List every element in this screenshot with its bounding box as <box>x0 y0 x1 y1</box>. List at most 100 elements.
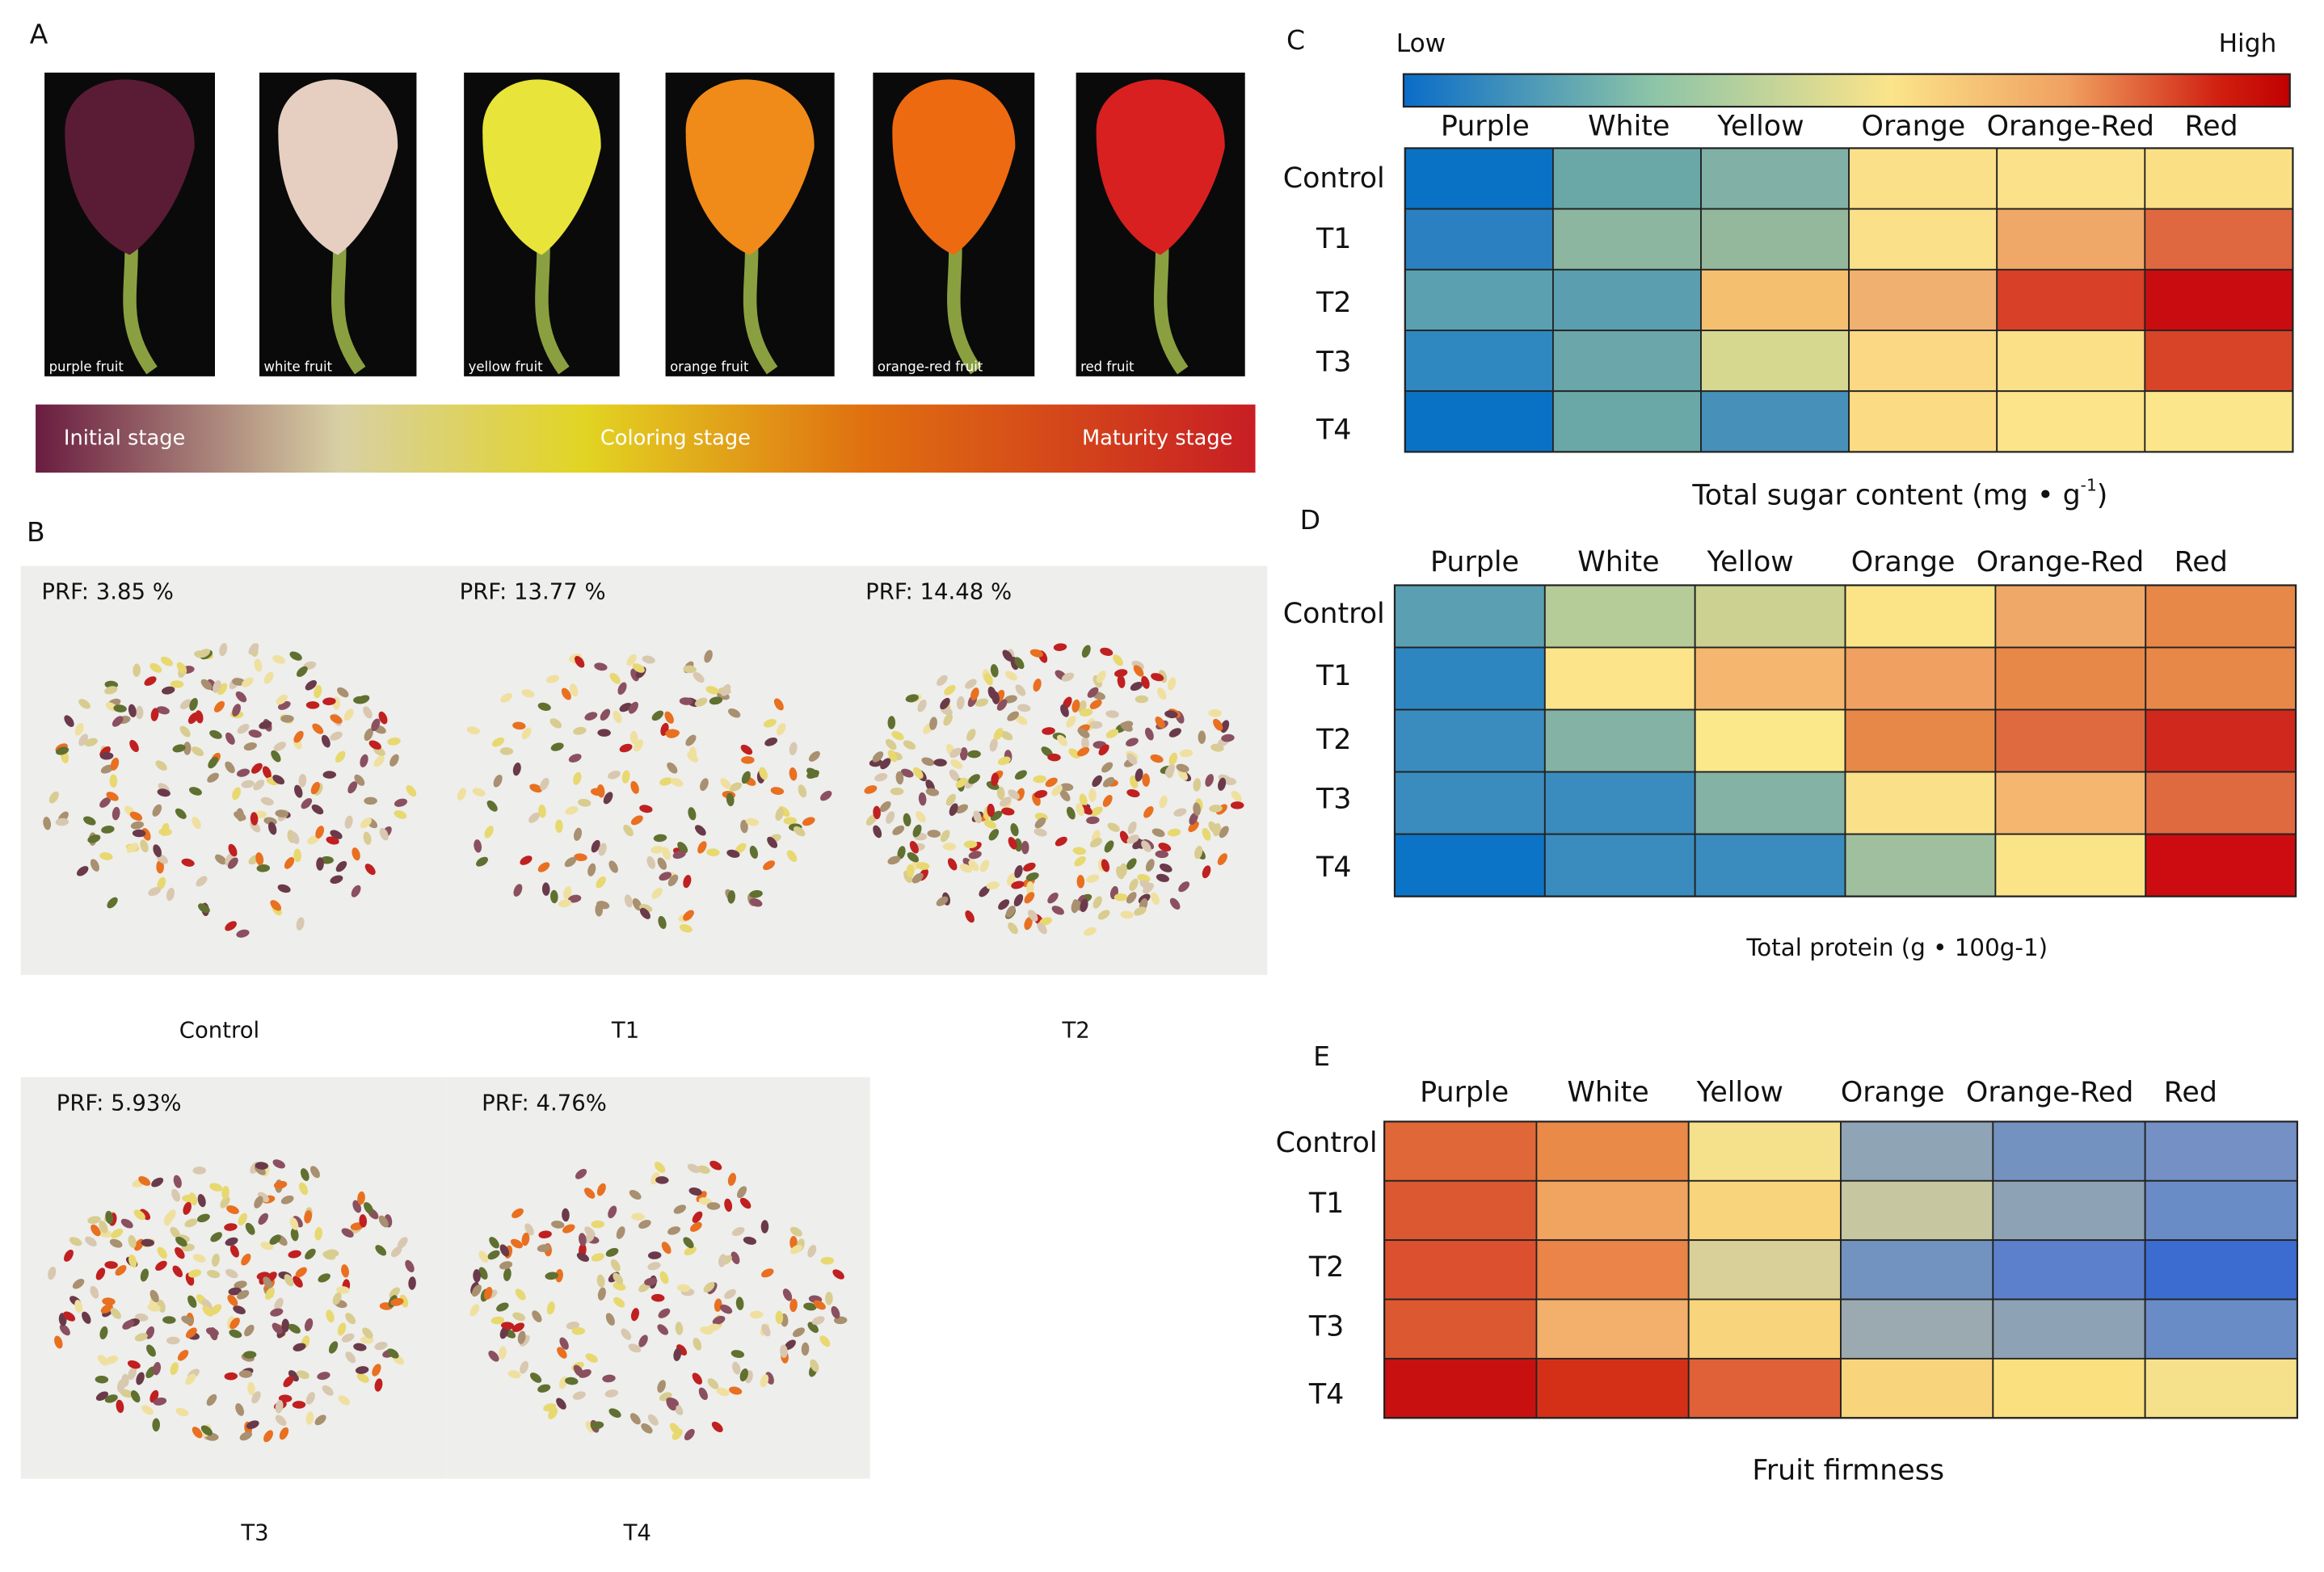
pepper <box>907 851 920 863</box>
pepper <box>741 756 755 764</box>
pepper <box>386 1348 399 1359</box>
heatmap-cell <box>1848 390 1998 453</box>
pepper <box>172 1265 183 1278</box>
pepper <box>225 921 237 931</box>
pepper <box>887 716 896 729</box>
pepper <box>697 1165 710 1174</box>
pepper <box>990 664 999 678</box>
pepper <box>374 1378 383 1392</box>
pepper <box>729 782 743 792</box>
caption: Total sugar content (mg • g-1) <box>1691 475 2107 511</box>
pepper <box>250 812 259 826</box>
pepper <box>811 1316 825 1326</box>
pepper <box>1096 670 1106 683</box>
pepper <box>130 1390 141 1403</box>
heatmap-cell <box>1404 208 1554 271</box>
pepper <box>1081 645 1091 658</box>
pepper <box>1167 677 1177 691</box>
pepper <box>292 1401 306 1409</box>
pepper <box>189 787 202 796</box>
pepper <box>873 805 881 820</box>
pepper <box>1015 715 1028 725</box>
pepper <box>1158 843 1172 851</box>
pepper <box>903 740 916 750</box>
caption-text: Total protein (g • 100g-1) <box>1745 933 2048 960</box>
pepper <box>64 715 74 727</box>
pepper <box>271 750 281 763</box>
pepper <box>406 784 417 797</box>
pepper <box>390 1246 402 1258</box>
heatmap-cell <box>1994 833 2147 897</box>
pepper <box>802 817 815 826</box>
pepper <box>745 818 760 826</box>
photo-name: T4 <box>623 1519 651 1545</box>
pepper <box>712 1315 726 1325</box>
heatmap-cell <box>1404 268 1554 331</box>
pepper <box>489 1237 499 1249</box>
pepper <box>630 1308 639 1322</box>
pepper <box>341 1228 354 1238</box>
pepper <box>619 743 633 753</box>
pepper <box>389 1287 400 1299</box>
pepper <box>597 729 611 737</box>
heatmap-cell <box>1844 646 1997 711</box>
pepper <box>353 1343 367 1351</box>
pepper <box>99 751 114 760</box>
pepper <box>1024 917 1033 931</box>
pepper <box>72 1279 85 1289</box>
pepper <box>120 1389 133 1398</box>
pepper <box>235 691 247 703</box>
pepper <box>211 1253 220 1267</box>
heatmap-cell <box>1694 646 1846 711</box>
pepper <box>1105 729 1119 738</box>
pepper <box>825 1292 833 1305</box>
pepper <box>352 847 360 861</box>
pepper <box>512 721 526 730</box>
pepper <box>732 1361 741 1375</box>
pepper <box>517 1330 526 1344</box>
pepper <box>890 787 904 796</box>
pepper <box>724 1198 733 1213</box>
pepper <box>255 852 264 866</box>
pepper <box>247 1381 255 1396</box>
pepper <box>157 876 166 890</box>
pepper <box>1087 687 1099 698</box>
pepper <box>192 817 201 830</box>
pepper <box>679 924 693 933</box>
pepper <box>1100 647 1114 656</box>
pepper <box>624 894 633 908</box>
pepper <box>602 1374 616 1383</box>
pepper <box>476 856 488 867</box>
pepper <box>1090 806 1103 817</box>
pepper <box>918 792 927 806</box>
pepper <box>512 1322 524 1333</box>
pepper <box>761 1323 771 1337</box>
pepper <box>1034 828 1047 837</box>
pepper <box>1151 828 1165 838</box>
fruit <box>278 79 398 255</box>
pepper <box>1042 727 1055 735</box>
pepper <box>158 828 172 836</box>
pepper <box>587 863 596 876</box>
heatmap-cell <box>2145 771 2297 835</box>
pepper <box>1159 863 1173 872</box>
heatmap-cell <box>1543 646 1696 711</box>
pepper <box>749 845 759 860</box>
pepper <box>688 746 697 760</box>
pepper <box>1004 670 1017 681</box>
fruit <box>1096 79 1225 255</box>
heatmap-cell <box>1694 771 1846 835</box>
pepper <box>1098 744 1109 756</box>
pepper <box>63 1311 76 1322</box>
pepper <box>296 1370 309 1379</box>
pepper <box>372 1364 381 1377</box>
heatmap-cell <box>1394 584 1546 649</box>
pepper <box>244 1324 255 1337</box>
pepper <box>1059 789 1071 801</box>
pepper <box>156 706 170 715</box>
caption-text: Fruit firmness <box>1752 1454 1944 1486</box>
pepper <box>940 697 950 710</box>
pepper <box>607 770 621 780</box>
pepper <box>316 857 324 871</box>
pepper <box>959 746 968 761</box>
